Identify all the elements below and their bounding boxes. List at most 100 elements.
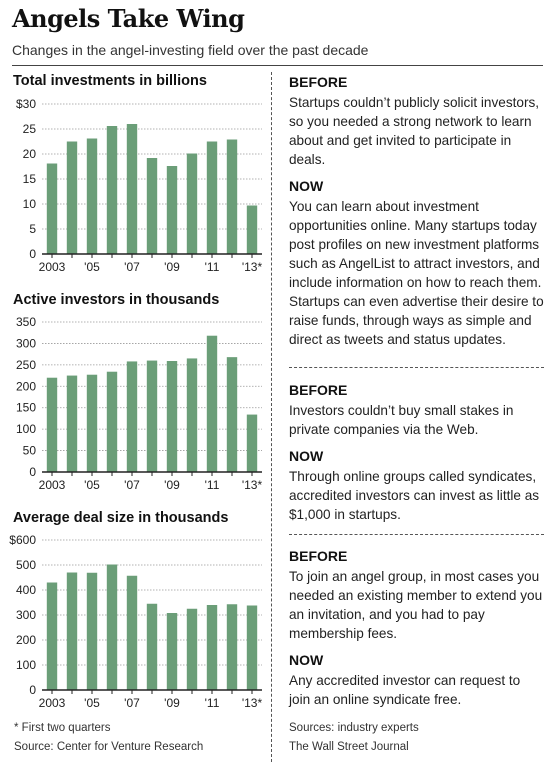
bar-2013: [247, 606, 257, 691]
y-tick-label: 25: [23, 122, 37, 136]
y-tick-label: 20: [23, 147, 37, 161]
chart-title-investments: Total investments in billions: [13, 73, 207, 89]
y-tick-label: 250: [16, 358, 36, 372]
y-tick-label: 5: [29, 222, 36, 236]
x-tick-label: 2003: [39, 478, 66, 492]
bar-2004: [67, 142, 77, 255]
x-tick-label: '11: [205, 260, 220, 274]
x-tick-label: 2003: [39, 260, 66, 274]
before-text: Startups couldn’t publicly solicit inves…: [289, 93, 544, 169]
bar-2006: [107, 126, 117, 254]
y-tick-label: 100: [16, 658, 36, 672]
x-tick-label: '11: [205, 696, 220, 710]
bar-2010: [187, 358, 197, 472]
footnote: * First two quarters: [14, 722, 111, 734]
bar-2005: [87, 573, 97, 690]
x-tick-label: '05: [84, 478, 100, 492]
column-divider: [271, 72, 272, 762]
y-tick-label: 15: [23, 172, 37, 186]
investors-bar-chart: 0 50 100 150 200 250 300 350 2003 '05 '07 '09 '11 '13…: [0, 312, 270, 502]
before-heading: BEFORE: [289, 74, 544, 90]
bar-2013: [247, 415, 257, 472]
now-heading: NOW: [289, 448, 544, 464]
bar-2006: [107, 565, 117, 691]
deal-size-bar-chart: 0 100 200 300 400 500 $600 2003 '05 '07 '09 '11 '13*: [0, 530, 270, 720]
y-tick-label: 200: [16, 633, 36, 647]
bar-2011: [207, 605, 217, 690]
before-heading: BEFORE: [289, 548, 544, 564]
y-tick-label: 100: [16, 422, 36, 436]
bar-2008: [147, 158, 157, 254]
bar-2011: [207, 336, 217, 472]
x-tick-label: '11: [205, 478, 220, 492]
bar-2003: [47, 378, 57, 472]
bar-2012: [227, 604, 237, 690]
bar-2008: [147, 604, 157, 690]
x-tick-label: '09: [164, 260, 180, 274]
now-text: Through online groups called syndicates,…: [289, 467, 544, 524]
y-tick-label: $30: [16, 97, 36, 111]
x-tick-label: '13*: [242, 478, 263, 492]
y-tick-label: 300: [16, 608, 36, 622]
bar-2004: [67, 573, 77, 691]
bar-2012: [227, 357, 237, 472]
x-tick-label: 2003: [39, 696, 66, 710]
bar-2009: [167, 613, 177, 690]
now-heading: NOW: [289, 652, 544, 668]
bar-2013: [247, 206, 257, 255]
before-text: Investors couldn’t buy small stakes in p…: [289, 401, 544, 439]
bar-2003: [47, 583, 57, 691]
bar-2011: [207, 142, 217, 255]
y-tick-label: 500: [16, 558, 36, 572]
now-text: You can learn about investment opportuni…: [289, 197, 544, 349]
before-text: To join an angel group, in most cases yo…: [289, 567, 544, 643]
section-1: BEFORE Startups couldn’t publicly solici…: [289, 74, 544, 349]
y-tick-label: 200: [16, 379, 36, 393]
y-tick-label: 0: [29, 683, 36, 697]
section-3: BEFORE To join an angel group, in most c…: [289, 548, 544, 709]
now-heading: NOW: [289, 178, 544, 194]
x-tick-label: '07: [124, 696, 140, 710]
bar-2007: [127, 361, 137, 472]
x-tick-label: '07: [124, 478, 140, 492]
source-note: Source: Center for Venture Research: [14, 741, 203, 753]
sources-note: Sources: industry experts: [289, 722, 419, 734]
y-tick-label: 150: [16, 401, 36, 415]
y-tick-label: 0: [29, 247, 36, 261]
y-tick-label: 400: [16, 583, 36, 597]
x-tick-label: '09: [164, 478, 180, 492]
y-tick-label: 50: [23, 444, 37, 458]
bar-2005: [87, 139, 97, 255]
bar-2012: [227, 140, 237, 255]
y-tick-label: $600: [9, 533, 36, 547]
bar-2006: [107, 372, 117, 472]
y-tick-label: 10: [23, 197, 37, 211]
page-title: Angels Take Wing: [12, 4, 244, 33]
section-divider: [289, 534, 544, 535]
chart-title-investors: Active investors in thousands: [13, 292, 219, 308]
y-tick-label: 300: [16, 336, 36, 350]
credit-note: The Wall Street Journal: [289, 741, 409, 753]
x-tick-label: '09: [164, 696, 180, 710]
investments-bar-chart: 0 5 10 15 20 25 $30 2003 '05 '07 '09 '11 '13*: [0, 94, 270, 284]
section-divider: [289, 367, 544, 368]
chart-title-deal-size: Average deal size in thousands: [13, 510, 228, 526]
section-2: BEFORE Investors couldn’t buy small stak…: [289, 382, 544, 524]
x-tick-label: '05: [84, 696, 100, 710]
header-rule: [12, 65, 543, 66]
x-tick-label: '13*: [242, 696, 263, 710]
bar-2010: [187, 154, 197, 255]
bar-2005: [87, 375, 97, 472]
now-text: Any accredited investor can request to j…: [289, 671, 544, 709]
x-tick-label: '07: [124, 260, 140, 274]
y-tick-label: 0: [29, 465, 36, 479]
bar-2007: [127, 576, 137, 690]
x-tick-label: '05: [84, 260, 100, 274]
bar-2004: [67, 376, 77, 472]
bar-2007: [127, 124, 137, 254]
bar-2008: [147, 361, 157, 472]
bar-2003: [47, 164, 57, 255]
y-tick-label: 350: [16, 315, 36, 329]
bar-2009: [167, 166, 177, 254]
bar-2010: [187, 609, 197, 690]
